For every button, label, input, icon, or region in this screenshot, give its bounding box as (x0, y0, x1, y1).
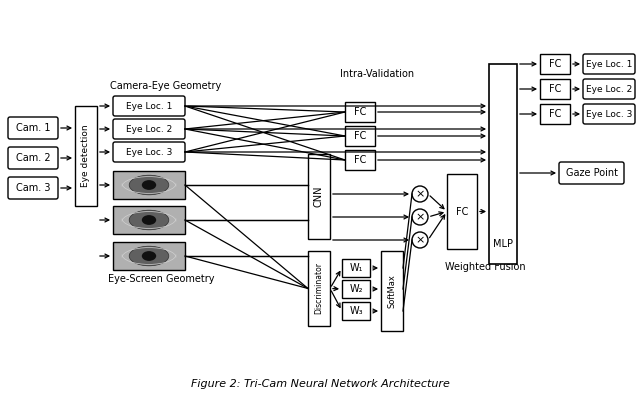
Bar (540, 79, 570, 99)
Bar (308, 251, 330, 326)
Text: Camera-Eye Geometry: Camera-Eye Geometry (110, 81, 221, 91)
Ellipse shape (142, 215, 156, 225)
FancyBboxPatch shape (113, 96, 185, 116)
FancyBboxPatch shape (559, 162, 624, 184)
Text: FC: FC (549, 84, 561, 94)
Text: ×: × (415, 212, 425, 222)
Text: Eye Loc. 3: Eye Loc. 3 (586, 110, 632, 119)
FancyBboxPatch shape (113, 119, 185, 139)
Text: ×: × (415, 189, 425, 199)
Bar (345, 150, 375, 170)
Text: Figure 2: Tri-Cam Neural Network Architecture: Figure 2: Tri-Cam Neural Network Archite… (191, 379, 449, 389)
Bar (113, 171, 185, 199)
Text: Cam. 1: Cam. 1 (16, 123, 51, 133)
Text: FC: FC (354, 131, 366, 141)
Ellipse shape (129, 246, 169, 266)
Bar (540, 54, 570, 74)
Text: Discriminator: Discriminator (314, 262, 323, 314)
Text: Eye Loc. 3: Eye Loc. 3 (126, 147, 172, 156)
FancyBboxPatch shape (8, 177, 58, 199)
Ellipse shape (142, 180, 156, 190)
Bar (447, 174, 477, 249)
Text: Eye detection: Eye detection (81, 125, 90, 187)
Text: FC: FC (354, 155, 366, 165)
Text: FC: FC (456, 206, 468, 216)
Text: Eye Loc. 2: Eye Loc. 2 (586, 84, 632, 93)
Text: Eye Loc. 1: Eye Loc. 1 (586, 59, 632, 69)
Bar (113, 242, 185, 270)
Bar (113, 206, 185, 234)
Text: Eye Loc. 1: Eye Loc. 1 (126, 102, 172, 110)
FancyBboxPatch shape (8, 117, 58, 139)
Ellipse shape (129, 210, 169, 230)
Text: W₁: W₁ (349, 263, 363, 273)
Text: Eye-Screen Geometry: Eye-Screen Geometry (108, 274, 214, 284)
Bar (345, 102, 375, 122)
Text: Cam. 2: Cam. 2 (16, 153, 51, 163)
Text: W₃: W₃ (349, 306, 363, 316)
Bar (342, 280, 370, 298)
Text: Eye Loc. 2: Eye Loc. 2 (126, 125, 172, 134)
Bar (308, 154, 330, 239)
Text: Intra-Validation: Intra-Validation (340, 69, 414, 79)
FancyBboxPatch shape (583, 104, 635, 124)
Text: FC: FC (549, 109, 561, 119)
FancyBboxPatch shape (583, 79, 635, 99)
Text: FC: FC (354, 107, 366, 117)
Text: FC: FC (549, 59, 561, 69)
Ellipse shape (129, 175, 169, 195)
Text: ×: × (415, 235, 425, 245)
FancyBboxPatch shape (8, 147, 58, 169)
Text: MLP: MLP (493, 239, 513, 249)
Text: CNN: CNN (314, 186, 324, 207)
Bar (489, 64, 517, 264)
Bar (75, 106, 97, 206)
Bar (345, 126, 375, 146)
Text: SoftMax: SoftMax (387, 274, 397, 308)
Text: Cam. 3: Cam. 3 (16, 183, 51, 193)
Text: Weighted Fusion: Weighted Fusion (445, 262, 525, 272)
Bar (342, 302, 370, 320)
Bar (381, 251, 403, 331)
Bar (540, 104, 570, 124)
Ellipse shape (142, 251, 156, 261)
Bar (342, 259, 370, 277)
FancyBboxPatch shape (113, 142, 185, 162)
FancyBboxPatch shape (583, 54, 635, 74)
Text: W₂: W₂ (349, 284, 363, 294)
Text: Gaze Point: Gaze Point (566, 168, 618, 178)
